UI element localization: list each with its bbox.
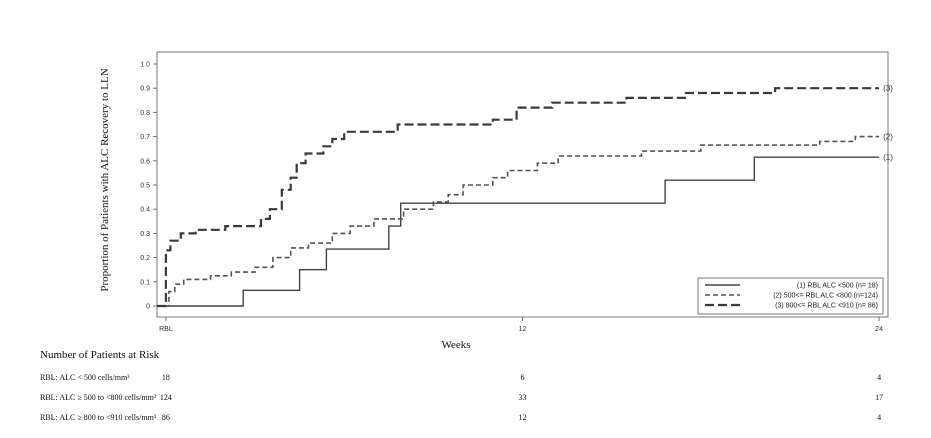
risk-count: 86 <box>161 413 170 422</box>
risk-row-label: RBL: ALC ≥ 500 to <800 cells/mm³ <box>40 393 157 402</box>
y-tick-label: 0.4 <box>140 207 150 214</box>
x-axis-title: Weeks <box>441 339 470 351</box>
risk-row-label: RBL: ALC < 500 cells/mm³ <box>40 373 130 382</box>
series-layer <box>157 87 880 308</box>
y-tick-label: 1.0 <box>140 62 150 69</box>
series-end-label: (3) <box>883 84 893 93</box>
x-tick-label: RBL <box>159 326 173 333</box>
axis-ticks: 0 0.1 0.2 0.3 0.4 0.5 0.6 0.7 0.8 0.9 1.0 RBL 12 24 <box>140 62 883 334</box>
y-tick-label: 0.1 <box>140 279 150 286</box>
y-tick-label: 0.3 <box>140 231 150 238</box>
series-line-1 <box>157 156 880 307</box>
plot-frame <box>156 51 889 318</box>
series-line-2 <box>157 135 880 307</box>
y-axis-title: Proportion of Patients with ALC Recovery… <box>99 68 111 291</box>
series-end-label: (1) <box>883 153 893 162</box>
risk-count: 124 <box>159 393 172 402</box>
y-tick-label: 0.9 <box>140 86 150 93</box>
legend-label-2: (2) 500<= RBL ALC <800 (n=124) <box>773 293 878 300</box>
series-line-3 <box>157 87 880 308</box>
series-end-labels: (1) (2) (3) <box>883 84 893 162</box>
risk-table-title: Number of Patients at Risk <box>40 349 160 361</box>
series-end-label: (2) <box>883 133 893 142</box>
y-tick-label: 0.5 <box>140 183 150 190</box>
legend-box <box>697 277 884 315</box>
risk-count: 12 <box>518 413 527 422</box>
risk-count: 17 <box>875 393 884 402</box>
y-tick-label: 0.2 <box>140 255 150 262</box>
y-tick-label: 0.7 <box>140 134 150 141</box>
y-tick-label: 0.6 <box>140 158 150 165</box>
risk-count: 33 <box>518 393 527 402</box>
risk-table-row: RBL: ALC ≥ 800 to <910 cells/mm³ 86 12 4 <box>0 413 931 427</box>
risk-table-row: RBL: ALC ≥ 500 to <800 cells/mm³ 124 33 17 <box>0 393 931 407</box>
y-tick-label: 0 <box>146 304 150 311</box>
risk-count: 4 <box>877 373 882 382</box>
risk-table-row: RBL: ALC < 500 cells/mm³ 18 6 4 <box>0 373 931 387</box>
risk-count: 4 <box>877 413 882 422</box>
legend-label-3: (3) 800<= RBL ALC <910 (n= 86) <box>775 303 878 310</box>
legend-label-1: (1) RBL ALC <500 (n= 18) <box>797 283 878 290</box>
risk-count: 18 <box>161 373 170 382</box>
legend: (1) RBL ALC <500 (n= 18) (2) 500<= RBL AL… <box>697 277 884 315</box>
x-tick-label: 24 <box>875 326 883 333</box>
risk-count: 6 <box>520 373 525 382</box>
risk-row-label: RBL: ALC ≥ 800 to <910 cells/mm³ <box>40 413 157 422</box>
x-tick-label: 12 <box>519 326 527 333</box>
y-tick-label: 0.8 <box>140 110 150 117</box>
